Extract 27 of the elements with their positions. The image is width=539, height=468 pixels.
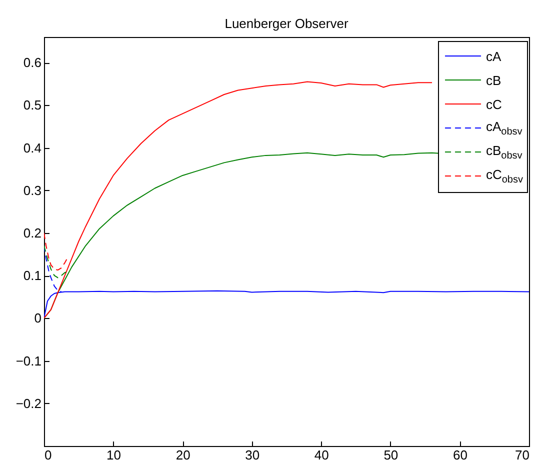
y-tick-label: 0.2 <box>23 225 42 240</box>
y-tick-label: 0 <box>34 310 42 326</box>
legend-label: cB$_{obsv}$ <box>486 142 522 162</box>
x-tick-label: 10 <box>106 448 122 462</box>
y-tick-label: 0.4 <box>23 140 42 156</box>
x-tick-label: 20 <box>176 448 190 462</box>
line-series <box>44 232 69 271</box>
y-tick-label: 0.1 <box>23 268 42 284</box>
y-tick-label: 0.5 <box>23 98 42 113</box>
legend-label: cA$_{obsv}$ <box>486 118 522 138</box>
x-tick-label: 0 <box>44 448 52 462</box>
line-series <box>44 81 432 319</box>
y-tick-label: −0.1 <box>16 353 42 368</box>
x-tick-label: 50 <box>384 448 398 462</box>
y-tick-label: −0.2 <box>16 396 42 411</box>
y-tick-label: 0.3 <box>23 182 42 198</box>
chart-title: Luenberger Observer <box>224 16 349 31</box>
x-tick-label: 30 <box>245 448 260 462</box>
line-series <box>44 245 69 278</box>
x-tick-label: 60 <box>452 448 468 462</box>
y-tick-label: 0.6 <box>23 55 42 70</box>
legend-label: cC <box>486 96 502 112</box>
x-tick-label: 70 <box>515 448 530 462</box>
legend-label: cB <box>486 72 502 88</box>
x-tick-label: 40 <box>314 448 329 462</box>
legend-label: cA <box>486 48 502 64</box>
legend-label: cC$_{obsv}$ <box>486 166 523 186</box>
